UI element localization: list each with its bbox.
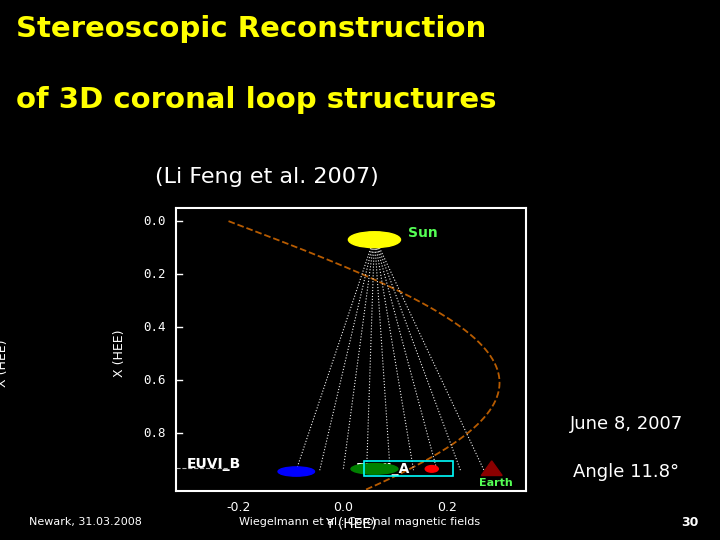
- Text: 106: 106: [685, 164, 702, 174]
- Text: n_avg: n_avg: [535, 78, 559, 86]
- Text: [Mm]: [Mm]: [649, 78, 669, 86]
- Text: 90.6: 90.6: [649, 164, 672, 174]
- Text: EUVI_B: EUVI_B: [186, 457, 241, 470]
- Text: (Li Feng et al. 2007): (Li Feng et al. 2007): [155, 167, 378, 187]
- Text: 195: 195: [685, 222, 702, 233]
- Text: 71.9: 71.9: [649, 106, 672, 116]
- Text: 23: 23: [685, 106, 696, 116]
- Text: 2.8: 2.8: [604, 339, 621, 349]
- Ellipse shape: [426, 465, 438, 472]
- Ellipse shape: [278, 467, 315, 476]
- Text: 51.8: 51.8: [649, 339, 672, 349]
- Text: 2.3: 2.3: [604, 222, 621, 233]
- Text: 30: 30: [681, 516, 698, 529]
- Ellipse shape: [348, 232, 400, 248]
- Text: Stereoscopic Reconstruction: Stereoscopic Reconstruction: [16, 15, 486, 43]
- Text: 1.8: 1.8: [604, 106, 621, 116]
- Text: Sun: Sun: [408, 226, 438, 240]
- Text: 138: 138: [685, 281, 702, 291]
- Text: Wiegelmann et al.: Coronal magnetic fields: Wiegelmann et al.: Coronal magnetic fiel…: [240, 517, 480, 528]
- Text: 5.3: 5.3: [604, 164, 621, 174]
- Text: June 8, 2007: June 8, 2007: [570, 415, 683, 433]
- Text: Loop pair: Loop pair: [535, 46, 583, 55]
- Text: 6, 3: 6, 3: [535, 106, 558, 116]
- Text: X (HEE): X (HEE): [112, 330, 125, 377]
- Text: length: length: [685, 46, 716, 55]
- Text: (10⁻¹⁶cm⁻³): (10⁻¹⁶cm⁻³): [604, 78, 659, 86]
- Text: 2.8: 2.8: [604, 281, 621, 291]
- Polygon shape: [481, 461, 502, 476]
- Text: X (HEE): X (HEE): [0, 340, 9, 387]
- Text: 0.2: 0.2: [143, 268, 166, 281]
- Text: EUVI_A: EUVI_A: [356, 462, 410, 476]
- Text: 0.6: 0.6: [143, 374, 166, 387]
- Text: of 3D coronal loop structures: of 3D coronal loop structures: [16, 86, 497, 114]
- Text: n: n: [604, 46, 609, 55]
- Text: Earth: Earth: [479, 478, 513, 488]
- Text: Angle 11.8°: Angle 11.8°: [573, 463, 680, 481]
- Text: height: height: [649, 46, 681, 55]
- Text: 44,43: 44,43: [535, 281, 564, 291]
- Text: 48,49: 48,49: [535, 339, 564, 349]
- Text: 97.3: 97.3: [649, 281, 672, 291]
- Bar: [364, 461, 453, 476]
- Text: 0.4: 0.4: [143, 321, 166, 334]
- Text: 0.8: 0.8: [143, 427, 166, 440]
- Text: 0.0: 0.0: [143, 214, 166, 228]
- Ellipse shape: [351, 463, 398, 474]
- Text: Newark, 31.03.2008: Newark, 31.03.2008: [29, 517, 142, 528]
- X-axis label: Y (HEE): Y (HEE): [325, 517, 377, 531]
- Text: 58.8: 58.8: [649, 222, 672, 233]
- Text: 7, 6: 7, 6: [535, 164, 558, 174]
- Text: 210: 210: [685, 339, 702, 349]
- Text: [Mm]: [Mm]: [685, 78, 704, 86]
- Text: 45,45: 45,45: [535, 222, 564, 233]
